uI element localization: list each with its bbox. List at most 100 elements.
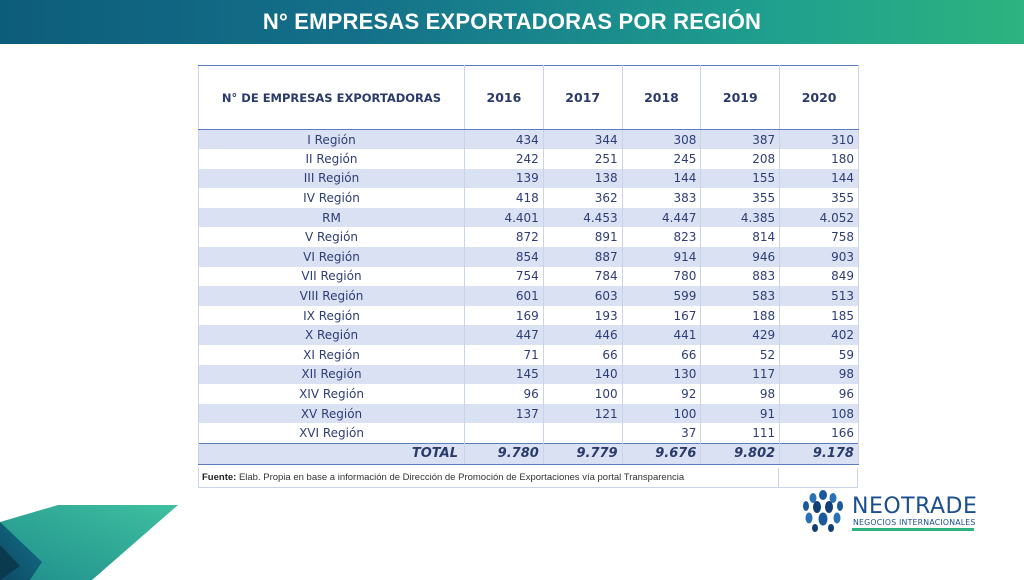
value-cell-2017: 138 <box>543 168 623 189</box>
source-text: Fuente: Elab. Propia en base a informaci… <box>199 472 778 483</box>
exporters-table: N° DE EMPRESAS EXPORTADORAS 2016 2017 20… <box>198 65 859 465</box>
logo-name: NEOTRADE <box>852 494 978 519</box>
value-cell-2016: 137 <box>464 403 544 424</box>
value-cell-2020: 758 <box>779 227 859 248</box>
region-cell: VII Región <box>198 266 465 287</box>
region-cell: V Región <box>198 227 465 248</box>
value-cell-2020: 96 <box>779 384 859 404</box>
value-cell-2019: 52 <box>700 345 781 365</box>
value-cell-2016: 434 <box>464 129 544 150</box>
value-cell-2019: 98 <box>700 384 781 404</box>
value-cell-2018: 914 <box>622 247 702 267</box>
value-cell-2017: 362 <box>543 188 623 208</box>
table-row: IV Región 418 362 383 355 355 <box>198 188 859 208</box>
table-row: VII Región 754 784 780 883 849 <box>198 266 859 287</box>
value-cell-2019: 91 <box>700 403 781 424</box>
value-cell-2020: 402 <box>779 325 859 346</box>
region-cell: XV Región <box>198 403 465 424</box>
source-empty-cell <box>778 468 857 487</box>
header-region-label: N° DE EMPRESAS EXPORTADORAS <box>198 65 465 130</box>
value-cell-2018: 144 <box>622 168 702 189</box>
value-cell-2019: 355 <box>700 188 781 208</box>
value-cell-2016 <box>464 423 544 443</box>
value-cell-2016: 145 <box>464 364 544 385</box>
value-cell-2017: 121 <box>543 403 623 424</box>
region-cell: I Región <box>198 129 465 150</box>
value-cell-2020: 355 <box>779 188 859 208</box>
value-cell-2017: 784 <box>543 266 623 287</box>
value-cell-2018: 780 <box>622 266 702 287</box>
decorative-teal-shape <box>0 505 178 580</box>
table-row: II Región 242 251 245 208 180 <box>198 149 859 169</box>
value-cell-2020: 903 <box>779 247 859 267</box>
value-cell-2020: 180 <box>779 149 859 169</box>
logo-tagline: NEGOCIOS INTERNACIONALES <box>853 518 976 527</box>
value-cell-2020: 59 <box>779 345 859 365</box>
value-cell-2018: 92 <box>622 384 702 404</box>
value-cell-2020: 4.052 <box>779 207 859 228</box>
value-cell-2019: 814 <box>700 227 781 248</box>
table-row: XVI Región 37 111 166 <box>198 423 859 443</box>
region-cell: RM <box>198 207 465 228</box>
total-row: TOTAL 9.780 9.779 9.676 9.802 9.178 <box>198 442 859 465</box>
region-cell: IV Región <box>198 188 465 208</box>
value-cell-2016: 71 <box>464 345 544 365</box>
value-cell-2016: 242 <box>464 149 544 169</box>
value-cell-2019: 117 <box>700 364 781 385</box>
value-cell-2016: 169 <box>464 305 544 326</box>
value-cell-2017 <box>543 423 623 443</box>
table-row: III Región 139 138 144 155 144 <box>198 168 859 189</box>
value-cell-2019: 208 <box>700 149 781 169</box>
value-cell-2016: 96 <box>464 384 544 404</box>
value-cell-2016: 139 <box>464 168 544 189</box>
page-title: N° EMPRESAS EXPORTADORAS POR REGIÓN <box>262 9 762 34</box>
table-row: XII Región 145 140 130 117 98 <box>198 364 859 385</box>
value-cell-2020: 310 <box>779 129 859 150</box>
header-year-2016: 2016 <box>464 65 544 130</box>
table-row: VI Región 854 887 914 946 903 <box>198 247 859 267</box>
region-cell: VI Región <box>198 247 465 267</box>
total-value-2016: 9.780 <box>464 442 544 465</box>
logo-underline <box>852 528 974 531</box>
value-cell-2019: 583 <box>700 286 781 306</box>
value-cell-2019: 155 <box>700 168 781 189</box>
region-cell: III Región <box>198 168 465 189</box>
value-cell-2017: 193 <box>543 305 623 326</box>
value-cell-2018: 66 <box>622 345 702 365</box>
value-cell-2018: 167 <box>622 305 702 326</box>
table-row: XV Región 137 121 100 91 108 <box>198 403 859 424</box>
region-cell: X Región <box>198 325 465 346</box>
region-cell: XVI Región <box>198 423 465 443</box>
value-cell-2018: 100 <box>622 403 702 424</box>
total-value-2019: 9.802 <box>700 442 781 465</box>
title-banner: N° EMPRESAS EXPORTADORAS POR REGIÓN <box>0 0 1024 44</box>
decorative-arrow-shape <box>0 545 20 580</box>
total-value-2017: 9.779 <box>543 442 623 465</box>
neotrade-logo: NEOTRADE NEGOCIOS INTERNACIONALES <box>800 488 980 536</box>
value-cell-2020: 108 <box>779 403 859 424</box>
value-cell-2020: 166 <box>779 423 859 443</box>
value-cell-2020: 849 <box>779 266 859 287</box>
value-cell-2018: 4.447 <box>622 207 702 228</box>
neotrade-globe-icon <box>803 490 843 532</box>
table-row: IX Región 169 193 167 188 185 <box>198 305 859 326</box>
region-cell: IX Región <box>198 305 465 326</box>
value-cell-2020: 144 <box>779 168 859 189</box>
value-cell-2017: 891 <box>543 227 623 248</box>
value-cell-2017: 66 <box>543 345 623 365</box>
value-cell-2019: 4.385 <box>700 207 781 228</box>
table-row: I Región 434 344 308 387 310 <box>198 129 859 150</box>
value-cell-2018: 130 <box>622 364 702 385</box>
region-cell: II Región <box>198 149 465 169</box>
total-value-2020: 9.178 <box>779 442 859 465</box>
header-year-2018: 2018 <box>622 65 702 130</box>
header-year-2019: 2019 <box>700 65 781 130</box>
value-cell-2016: 418 <box>464 188 544 208</box>
header-year-2020: 2020 <box>779 65 859 130</box>
value-cell-2017: 344 <box>543 129 623 150</box>
table-body: I Región 434 344 308 387 310 II Región 242 251 24… <box>198 129 859 465</box>
value-cell-2017: 100 <box>543 384 623 404</box>
source-label: Fuente: <box>202 472 237 483</box>
value-cell-2016: 601 <box>464 286 544 306</box>
value-cell-2017: 887 <box>543 247 623 267</box>
